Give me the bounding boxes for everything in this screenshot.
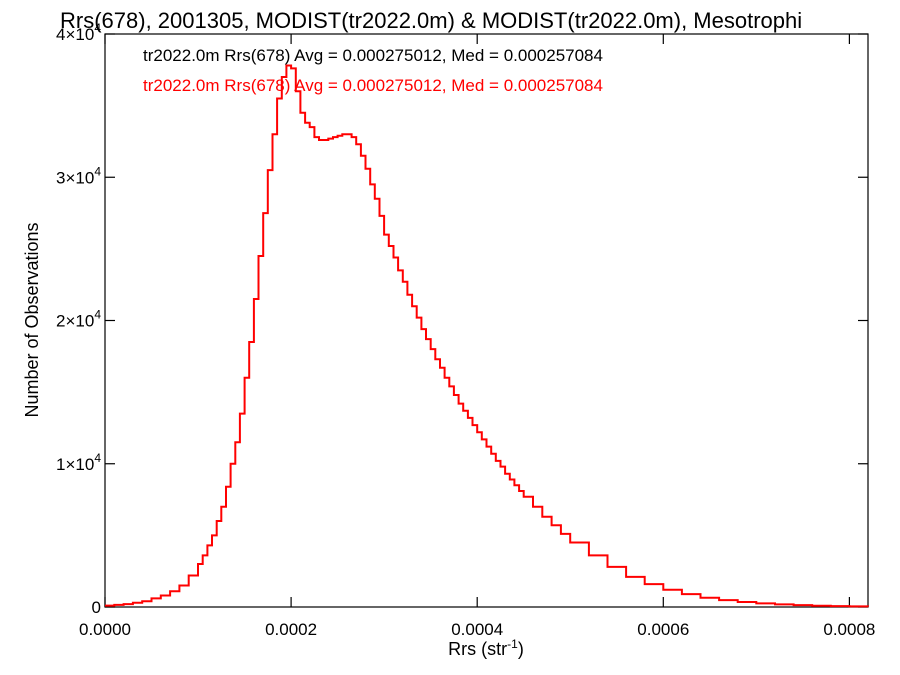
histogram-series-line bbox=[105, 64, 869, 608]
y-tick-label: 4×104 bbox=[56, 21, 101, 44]
x-axis-label-exponent: -1 bbox=[507, 637, 518, 651]
chart-title: Rrs(678), 2001305, MODIST(tr2022.0m) & M… bbox=[60, 8, 802, 33]
y-tick-mantissa: 4×10 bbox=[56, 25, 94, 44]
y-tick-mantissa: 1×10 bbox=[56, 455, 94, 474]
y-tick-mantissa: 3×10 bbox=[56, 168, 94, 187]
y-axis-label: Number of Observations bbox=[22, 222, 42, 417]
x-axis-label-main: Rrs (str bbox=[448, 639, 507, 659]
y-tick-exponent: 4 bbox=[94, 164, 101, 178]
x-tick-label: 0.0004 bbox=[451, 620, 503, 639]
legend: tr2022.0m Rrs(678) Avg = 0.000275012, Me… bbox=[143, 46, 603, 95]
x-axis-label-close: ) bbox=[518, 639, 524, 659]
y-tick-exponent: 4 bbox=[94, 451, 101, 465]
x-tick-label: 0.0000 bbox=[79, 620, 131, 639]
y-tick-mantissa: 0 bbox=[92, 598, 101, 617]
series-group bbox=[105, 64, 869, 608]
legend-entry: tr2022.0m Rrs(678) Avg = 0.000275012, Me… bbox=[143, 46, 603, 65]
x-axis-label: Rrs (str-1) bbox=[448, 637, 524, 659]
x-tick-label: 0.0008 bbox=[823, 620, 875, 639]
y-tick-label: 2×104 bbox=[56, 308, 101, 331]
y-tick-label: 3×104 bbox=[56, 164, 101, 187]
y-tick-exponent: 4 bbox=[94, 21, 101, 35]
legend-entry: tr2022.0m Rrs(678) Avg = 0.000275012, Me… bbox=[143, 76, 603, 95]
axis-ticks: 0.0000 0.0002 0.0004 0.0006 0.000801×1042×10… bbox=[56, 21, 875, 639]
x-tick-label: 0.0002 bbox=[265, 620, 317, 639]
y-tick-label: 1×104 bbox=[56, 451, 101, 474]
y-tick-exponent: 4 bbox=[94, 308, 101, 322]
x-tick-label: 0.0006 bbox=[637, 620, 689, 639]
y-tick-mantissa: 2×10 bbox=[56, 312, 94, 331]
y-tick-label: 0 bbox=[92, 598, 101, 617]
